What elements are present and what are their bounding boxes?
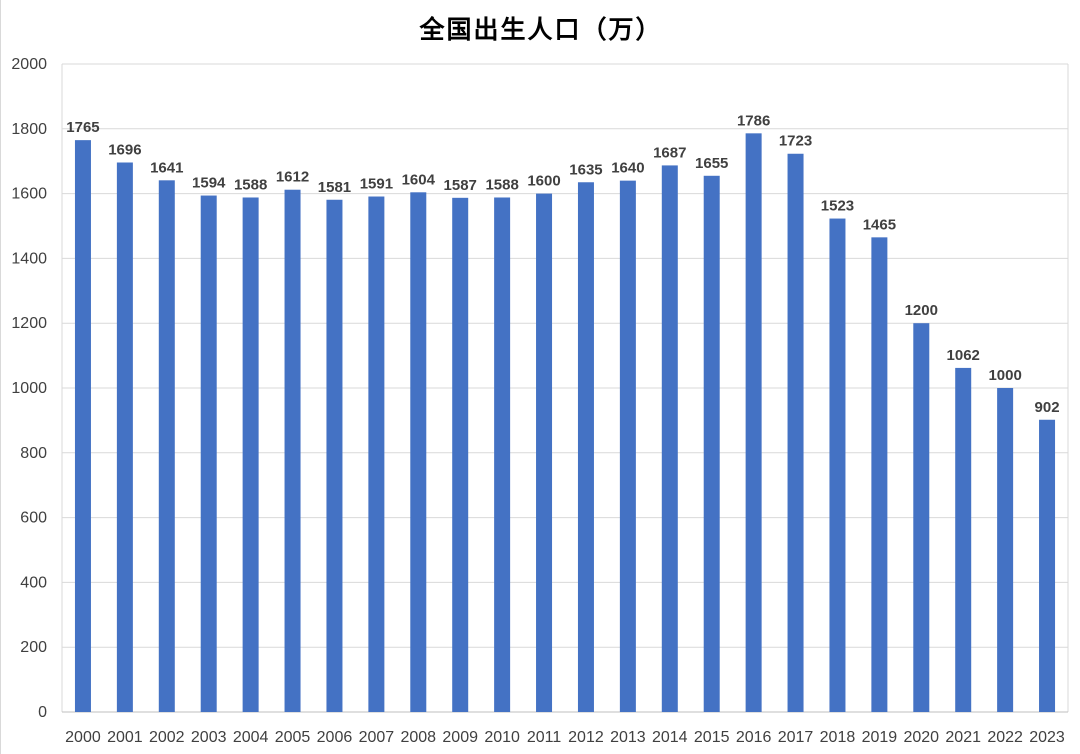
bar bbox=[787, 153, 804, 713]
data-label: 1062 bbox=[947, 347, 980, 364]
bar bbox=[284, 189, 301, 712]
x-tick-label: 2009 bbox=[442, 729, 478, 746]
data-label: 1587 bbox=[444, 177, 477, 194]
bar bbox=[745, 133, 762, 712]
data-label: 1000 bbox=[988, 367, 1021, 384]
x-tick-label: 2012 bbox=[568, 729, 604, 746]
bar bbox=[661, 165, 678, 713]
gridlines bbox=[62, 63, 1068, 713]
data-label: 1687 bbox=[653, 144, 686, 161]
bar bbox=[703, 175, 720, 712]
bar bbox=[494, 197, 511, 712]
data-label: 902 bbox=[1035, 399, 1060, 416]
data-label: 1591 bbox=[360, 176, 393, 193]
bar bbox=[326, 199, 343, 713]
bar bbox=[200, 195, 217, 712]
x-tick-label: 2004 bbox=[233, 729, 269, 746]
x-tick-label: 2003 bbox=[191, 729, 227, 746]
x-tick-label: 2002 bbox=[149, 729, 185, 746]
x-tick-label: 2014 bbox=[652, 729, 688, 746]
y-tick-label: 600 bbox=[20, 510, 47, 527]
x-tick-label: 2016 bbox=[736, 729, 772, 746]
x-tick-label: 2008 bbox=[400, 729, 436, 746]
bar bbox=[116, 162, 133, 713]
x-tick-label: 2021 bbox=[945, 729, 981, 746]
bar bbox=[871, 237, 888, 712]
data-label: 1786 bbox=[737, 112, 770, 129]
bar bbox=[410, 192, 427, 712]
bar bbox=[452, 197, 469, 712]
data-label: 1635 bbox=[569, 161, 602, 178]
y-tick-label: 200 bbox=[20, 639, 47, 656]
bar bbox=[577, 182, 594, 712]
bar bbox=[619, 180, 636, 712]
y-tick-label: 1400 bbox=[11, 250, 47, 267]
bar bbox=[955, 367, 972, 712]
data-label: 1723 bbox=[779, 133, 812, 150]
x-tick-label: 2001 bbox=[107, 729, 143, 746]
data-label: 1600 bbox=[527, 173, 560, 190]
axes bbox=[61, 64, 1069, 713]
data-label: 1641 bbox=[150, 159, 183, 176]
x-tick-label: 2023 bbox=[1029, 729, 1065, 746]
data-label: 1200 bbox=[905, 302, 938, 319]
y-tick-labels: 0 200 400 600 800 1000 1200 1400 1600 1800 2000 bbox=[11, 56, 47, 721]
data-label: 1765 bbox=[66, 119, 99, 136]
x-tick-label: 2013 bbox=[610, 729, 646, 746]
x-tick-label: 2019 bbox=[862, 729, 898, 746]
data-label: 1594 bbox=[192, 175, 226, 192]
y-tick-label: 2000 bbox=[11, 56, 47, 73]
x-tick-labels: 2000 2001 2002 2003 2004 2005 2006 2007 2008 2009… bbox=[65, 729, 1065, 746]
data-label: 1588 bbox=[234, 176, 267, 193]
bar bbox=[158, 180, 175, 713]
bar bbox=[1039, 419, 1056, 712]
x-tick-label: 2017 bbox=[778, 729, 814, 746]
data-label: 1581 bbox=[318, 179, 351, 196]
data-label: 1588 bbox=[485, 176, 518, 193]
x-tick-label: 2015 bbox=[694, 729, 730, 746]
bars bbox=[74, 133, 1056, 713]
bar bbox=[242, 197, 259, 712]
x-tick-label: 2007 bbox=[359, 729, 395, 746]
y-tick-label: 1800 bbox=[11, 121, 47, 138]
y-tick-label: 0 bbox=[38, 704, 47, 721]
data-label: 1604 bbox=[402, 171, 436, 188]
y-tick-label: 1000 bbox=[11, 380, 47, 397]
x-tick-label: 2006 bbox=[317, 729, 353, 746]
x-tick-label: 2010 bbox=[484, 729, 520, 746]
x-tick-label: 2005 bbox=[275, 729, 311, 746]
bar bbox=[368, 196, 385, 713]
data-label: 1465 bbox=[863, 216, 896, 233]
bar bbox=[997, 388, 1014, 712]
x-tick-label: 2018 bbox=[820, 729, 856, 746]
data-label: 1523 bbox=[821, 198, 854, 215]
bar bbox=[829, 218, 846, 712]
chart-title: 全国出生人口（万） bbox=[419, 15, 663, 44]
data-label: 1640 bbox=[611, 160, 644, 177]
y-tick-label: 400 bbox=[20, 574, 47, 591]
data-label: 1655 bbox=[695, 155, 728, 172]
data-labels: 1765 1696 1641 1594 1588 1612 1581 1591 1604 1587… bbox=[66, 112, 1059, 415]
x-tick-label: 2020 bbox=[903, 729, 939, 746]
y-tick-label: 1600 bbox=[11, 186, 47, 203]
bar bbox=[536, 193, 553, 713]
bar bbox=[74, 140, 91, 712]
x-tick-label: 2022 bbox=[987, 729, 1023, 746]
y-tick-label: 800 bbox=[20, 445, 47, 462]
x-tick-label: 2000 bbox=[65, 729, 101, 746]
data-label: 1696 bbox=[108, 141, 141, 158]
data-label: 1612 bbox=[276, 169, 309, 186]
bar bbox=[913, 323, 930, 712]
x-tick-label: 2011 bbox=[527, 729, 562, 746]
y-tick-label: 1200 bbox=[11, 315, 47, 332]
